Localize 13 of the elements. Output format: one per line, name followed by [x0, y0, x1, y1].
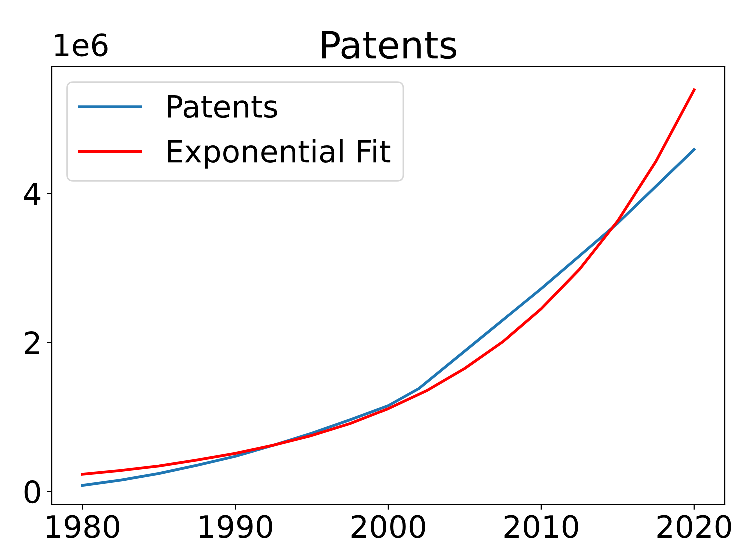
x-tick-label: 2020 — [658, 515, 732, 538]
legend-label: Exponential Fit — [168, 139, 391, 169]
x-tick-label: 2000 — [352, 515, 426, 538]
line-series — [81, 88, 696, 476]
y-tick-label: 0 — [24, 480, 40, 504]
x-tick-label: 1980 — [47, 515, 120, 538]
y-tick-label: 4 — [24, 182, 41, 206]
x-tick-label: 1990 — [200, 515, 272, 538]
chart-title: Patents — [322, 31, 457, 60]
y-tick-label: 2 — [25, 332, 40, 354]
x-tick-label: 2010 — [504, 515, 578, 538]
legend-label: Patents — [168, 95, 278, 118]
text: 1e6 — [55, 34, 108, 57]
